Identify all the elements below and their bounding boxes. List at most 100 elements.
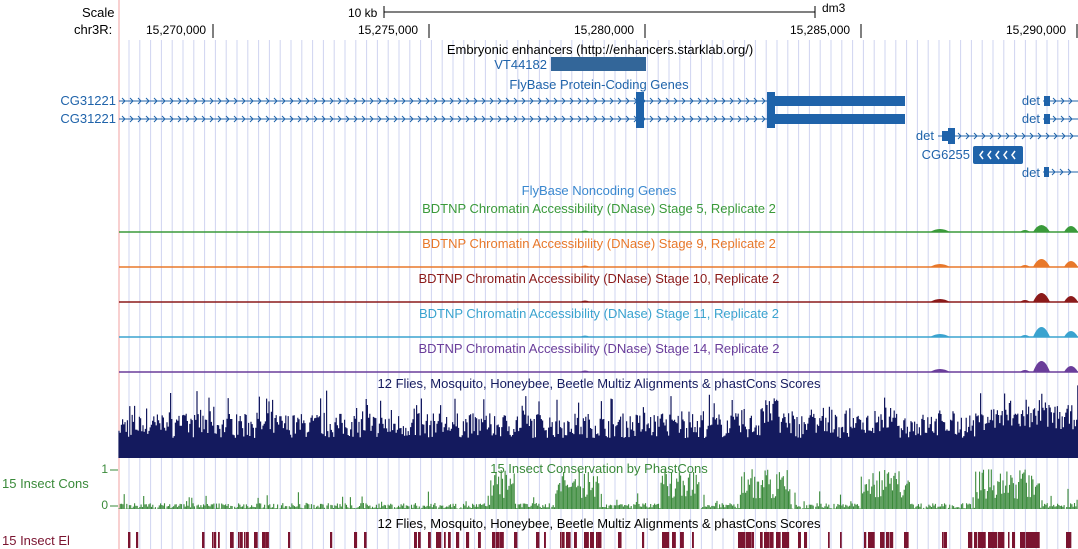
dnase-stage11-title: BDTNP Chromatin Accessibility (DNase) St… (419, 306, 779, 321)
dnase-peak (1064, 261, 1078, 267)
cons-min-tick: 0 (101, 498, 108, 512)
gene-label-cg31221[interactable]: CG31221 (60, 111, 116, 126)
conserved-element (998, 532, 1001, 548)
gene-label-det[interactable]: det (1022, 93, 1040, 108)
cons-bars (118, 469, 1078, 509)
position-label: 15,275,000 (358, 23, 418, 37)
enhancer-item-label[interactable]: VT44182 (494, 57, 547, 72)
conserved-element (448, 532, 451, 548)
conserved-element (994, 532, 998, 548)
conserved-element (782, 532, 786, 548)
conserved-element (1036, 532, 1040, 548)
dnase-peak (1033, 293, 1050, 302)
conserved-element (990, 532, 993, 548)
conserved-element (492, 532, 495, 548)
conserved-element (438, 532, 442, 548)
gene-models[interactable] (119, 92, 1078, 177)
conserved-element (574, 532, 577, 548)
dnase-peak (1020, 370, 1030, 372)
elements-track-label[interactable]: 15 Insect El (2, 533, 70, 548)
dnase-peak (580, 265, 590, 267)
conserved-element (568, 532, 571, 548)
conserved-element (682, 532, 684, 548)
conserved-element (828, 532, 830, 548)
conserved-element (232, 532, 234, 548)
multiz-signal[interactable] (118, 385, 1078, 458)
conserved-element (230, 532, 234, 548)
conserved-element (864, 532, 867, 548)
strand-arrows (121, 97, 766, 105)
conserved-element (618, 532, 621, 548)
conserved-element (584, 532, 587, 548)
exon (942, 131, 948, 141)
conserved-element (760, 532, 763, 548)
dnase-peak (930, 264, 950, 267)
conserved-element (666, 532, 670, 548)
conserved-element (968, 532, 971, 548)
conserved-element (770, 532, 773, 548)
conserved-element (744, 532, 746, 548)
conserved-element (886, 532, 890, 548)
conserved-element (436, 532, 439, 548)
gene-label-det[interactable]: det (916, 128, 934, 143)
conserved-element (202, 532, 205, 548)
exon (1044, 114, 1050, 124)
conserved-element (620, 532, 622, 548)
gene-label-cg31221[interactable]: CG31221 (60, 93, 116, 108)
conserved-element (880, 532, 883, 548)
conserved-element (562, 532, 565, 548)
dnase-peak (1033, 259, 1050, 267)
dnase-peak (580, 335, 590, 337)
strand-arrows (1051, 168, 1072, 176)
conserved-element (642, 532, 645, 548)
conserved-element (560, 532, 562, 548)
cons-track-label[interactable]: 15 Insect Cons (2, 476, 89, 491)
conserved-element (238, 532, 240, 548)
conserved-element (738, 532, 741, 548)
conserved-element (798, 532, 801, 548)
strand-arrows (121, 115, 766, 123)
dnase-peak (1033, 361, 1050, 372)
conserved-element (944, 532, 947, 548)
conserved-element (1026, 532, 1029, 548)
conserved-element (128, 532, 131, 548)
conserved-element (1030, 532, 1034, 548)
chrom-label: chr3R: (74, 22, 112, 37)
enhancer-item[interactable] (551, 57, 646, 71)
cons-max-tick: 1 (101, 462, 108, 476)
conserved-element (1002, 532, 1005, 548)
conserved-element (428, 532, 431, 548)
conserved-element (872, 532, 875, 548)
conserved-element (672, 532, 675, 548)
conserved-element (256, 532, 258, 548)
dnase-peak (1064, 226, 1078, 232)
conserved-element (784, 532, 787, 548)
conserved-element (456, 532, 460, 548)
elements-track-title: 12 Flies, Mosquito, Honeybee, Beetle Mul… (378, 516, 821, 531)
conserved-element (674, 532, 676, 548)
dnase-peak (580, 370, 590, 372)
conserved-element (786, 532, 790, 548)
gene-label-det[interactable]: det (1022, 111, 1040, 126)
conserved-element (264, 532, 266, 548)
gene-label-cg6255[interactable]: CG6255 (922, 147, 970, 162)
conserved-element (1000, 532, 1004, 548)
conserved-element (980, 532, 983, 548)
exon (767, 110, 775, 128)
conserved-element (868, 532, 871, 548)
scale-label: Scale (82, 5, 115, 20)
conserved-element (254, 532, 257, 548)
conserved-element (566, 532, 570, 548)
dnase-peak (1020, 265, 1030, 267)
dnase-stage9-title: BDTNP Chromatin Accessibility (DNase) St… (422, 236, 776, 251)
conserved-element (444, 532, 446, 548)
gene-label-det[interactable]: det (1022, 165, 1040, 180)
vertical-grid-lines (128, 40, 1070, 549)
conserved-elements[interactable] (128, 532, 1072, 548)
conserved-element (1012, 532, 1016, 548)
dnase-peak (1064, 296, 1078, 302)
utr-exon (775, 114, 905, 124)
dnase-signal-tracks[interactable] (119, 225, 1078, 373)
cons-signal[interactable] (118, 469, 1078, 509)
